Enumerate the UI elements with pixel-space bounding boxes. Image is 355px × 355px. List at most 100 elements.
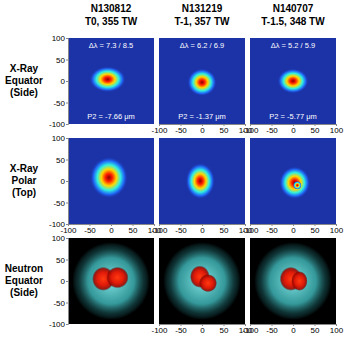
image-halo bbox=[68, 238, 154, 324]
tick: 100 bbox=[330, 224, 344, 235]
plot-area bbox=[159, 138, 245, 224]
y-axis: -100-50050100 bbox=[49, 34, 69, 129]
figure: N130812T0, 355 TWN131219T-1, 357 TWN1407… bbox=[0, 0, 355, 355]
tick: 0 bbox=[291, 124, 296, 135]
panel: Δλ = 6.2 / 6.9P2 = -1.37 μm-100-50050100 bbox=[151, 38, 252, 135]
column-shot: N131219 bbox=[182, 3, 223, 14]
tick: -100 bbox=[151, 324, 168, 335]
image-background bbox=[68, 38, 154, 124]
image-halo bbox=[250, 238, 336, 324]
axis-line bbox=[66, 139, 69, 225]
tick: 50 bbox=[220, 124, 229, 135]
plot-area bbox=[250, 238, 336, 324]
tick-mark bbox=[66, 224, 68, 225]
tick: 0 bbox=[200, 124, 205, 135]
tick: -100 bbox=[242, 124, 259, 135]
tick-mark bbox=[66, 38, 68, 39]
row-label-line: Equator bbox=[5, 275, 43, 286]
tick-mark bbox=[66, 303, 68, 304]
tick-mark bbox=[66, 281, 68, 282]
tick-label: 50 bbox=[311, 326, 320, 335]
tick-label: -100 bbox=[242, 226, 259, 235]
emission-blob bbox=[199, 274, 217, 292]
tick-label: -50 bbox=[175, 226, 187, 235]
tick-label: -100 bbox=[151, 126, 168, 135]
tick-label: 100 bbox=[52, 34, 66, 43]
column-label: T0, 355 TW bbox=[85, 16, 138, 27]
image-background bbox=[250, 138, 336, 224]
tick: 50 bbox=[56, 156, 68, 165]
tick-label: 0 bbox=[200, 226, 205, 235]
annotation: Δλ = 7.3 / 8.5 bbox=[89, 41, 133, 50]
emission-blob bbox=[90, 157, 128, 198]
plot-area bbox=[68, 238, 154, 324]
tick: -50 bbox=[175, 324, 187, 335]
x-axis: -100-50050100 bbox=[151, 124, 252, 135]
tick-label: -50 bbox=[175, 326, 187, 335]
tick: 100 bbox=[52, 34, 68, 43]
tick-label: -50 bbox=[53, 199, 65, 208]
tick-label: 0 bbox=[61, 77, 66, 86]
row-label-line: Polar bbox=[11, 175, 36, 186]
tick-label: 100 bbox=[330, 126, 344, 135]
annotation: Δλ = 5.2 / 5.9 bbox=[271, 41, 315, 50]
tick: -100 bbox=[151, 224, 168, 235]
emission-blob bbox=[106, 267, 128, 289]
panel: Δλ = 7.3 / 8.5P2 = -7.66 μm-100-50050100 bbox=[49, 34, 154, 129]
tick-label: 0 bbox=[200, 326, 205, 335]
annotation: Δλ = 6.2 / 6.9 bbox=[180, 41, 224, 50]
tick: 0 bbox=[200, 324, 205, 335]
tick-label: 0 bbox=[61, 177, 66, 186]
tick-label: 50 bbox=[56, 56, 65, 65]
column-shot: N140707 bbox=[273, 3, 314, 14]
annotation: P2 = -5.77 μm bbox=[269, 112, 316, 121]
tick: -50 bbox=[266, 124, 278, 135]
row-label-line: (Side) bbox=[10, 87, 38, 98]
tick-label: 0 bbox=[200, 126, 205, 135]
tick-label: 50 bbox=[56, 256, 65, 265]
tick: -100 bbox=[242, 224, 259, 235]
tick-label: -50 bbox=[266, 126, 278, 135]
image-background bbox=[159, 38, 245, 124]
tick-label: -100 bbox=[151, 226, 168, 235]
tick-mark bbox=[66, 160, 68, 161]
panel: -100-50050100-100-50050100 bbox=[49, 134, 162, 235]
emission-blob bbox=[187, 69, 216, 97]
row-label-line: X-Ray bbox=[10, 163, 39, 174]
y-axis: -100-50050100 bbox=[49, 134, 69, 229]
image-background bbox=[159, 238, 245, 324]
column-shot: N130812 bbox=[91, 3, 132, 14]
tick: 100 bbox=[52, 134, 68, 143]
tick-mark bbox=[66, 181, 68, 182]
tick-label: 50 bbox=[220, 326, 229, 335]
image-background bbox=[159, 138, 245, 224]
x-axis: -100-50050100 bbox=[242, 124, 343, 135]
row-label-line: X-Ray bbox=[10, 63, 39, 74]
plot-area bbox=[159, 38, 245, 124]
tick: 50 bbox=[311, 324, 320, 335]
tick-label: 0 bbox=[291, 326, 296, 335]
tick: -100 bbox=[151, 124, 168, 135]
tick-mark bbox=[66, 103, 68, 104]
tick-mark bbox=[66, 203, 68, 204]
row-label: X-RayPolar(Top) bbox=[10, 163, 39, 198]
tick-label: -50 bbox=[53, 299, 65, 308]
emission-blob bbox=[90, 66, 126, 92]
annotation: P2 = -7.66 μm bbox=[87, 112, 134, 121]
plot-area bbox=[68, 138, 154, 224]
row-label: NeutronEquator(Side) bbox=[5, 263, 43, 298]
tick-mark bbox=[66, 260, 68, 261]
tick-label: 0 bbox=[61, 277, 66, 286]
tick: 50 bbox=[311, 224, 320, 235]
x-axis: -100-50050100 bbox=[242, 324, 343, 335]
emission-blob bbox=[278, 69, 309, 94]
tick: -100 bbox=[49, 120, 68, 129]
axis-line bbox=[66, 39, 69, 125]
tick-label: 100 bbox=[330, 226, 344, 235]
tick-mark bbox=[66, 60, 68, 61]
tick: 100 bbox=[330, 124, 344, 135]
tick-label: -100 bbox=[151, 326, 168, 335]
x-axis: -100-50050100 bbox=[60, 224, 161, 235]
tick-mark bbox=[66, 238, 68, 239]
tick-mark bbox=[66, 324, 68, 325]
